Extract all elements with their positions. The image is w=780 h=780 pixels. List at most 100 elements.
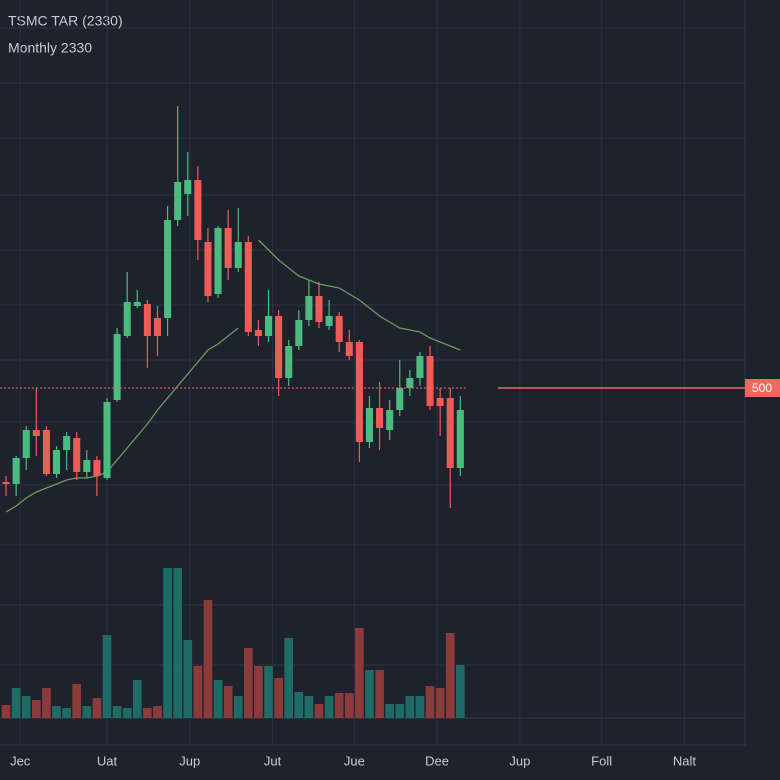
volume-bar xyxy=(395,704,405,718)
chart-subtitle: Monthly 2330 xyxy=(8,40,92,56)
candle-body xyxy=(194,180,202,240)
volume-bar xyxy=(365,670,374,718)
volume-bar xyxy=(294,692,304,718)
volume-bar xyxy=(244,648,253,718)
volume-bar xyxy=(62,708,71,718)
candle-body xyxy=(315,296,323,322)
candle-body xyxy=(63,436,71,450)
candle-body xyxy=(224,228,232,268)
candle-body xyxy=(386,410,394,430)
candle-body xyxy=(103,402,111,478)
x-tick-label: Jup xyxy=(179,753,200,768)
volume-bar xyxy=(153,706,162,718)
candle-body xyxy=(12,458,20,484)
volume-bar xyxy=(72,684,82,718)
candle-body xyxy=(446,398,454,468)
volume-bar xyxy=(324,696,334,718)
candle-body xyxy=(123,302,131,336)
volume-bar xyxy=(42,688,51,718)
volume-bar xyxy=(344,693,354,718)
x-tick-label: Jue xyxy=(344,753,365,768)
volume-bar xyxy=(425,686,435,718)
candle-body xyxy=(214,228,222,294)
volume-bar xyxy=(163,568,172,718)
x-tick-label: Jup xyxy=(509,753,530,768)
candle-body xyxy=(456,410,464,468)
volume-bar xyxy=(21,696,31,718)
candle-body xyxy=(164,220,172,318)
candle-body xyxy=(355,342,363,442)
candle-body xyxy=(174,182,182,220)
x-tick-label: Nalt xyxy=(673,753,697,768)
candle-body xyxy=(32,430,40,436)
candle-body xyxy=(42,430,50,474)
volume-bar xyxy=(334,693,344,718)
x-tick-label: Jec xyxy=(10,753,31,768)
volume-bar xyxy=(213,680,223,718)
volume-bar xyxy=(304,696,314,718)
horizontal-grid xyxy=(0,0,746,746)
x-tick-label: Jut xyxy=(264,753,282,768)
candle-body xyxy=(305,296,313,320)
volume-bar xyxy=(112,706,122,718)
volume-bar xyxy=(284,638,294,718)
volume-bar xyxy=(173,568,183,718)
volume-bar xyxy=(1,705,11,718)
volume-bar xyxy=(203,600,213,718)
candle-body xyxy=(133,302,141,306)
volume-bar xyxy=(143,708,152,718)
candle-body xyxy=(406,378,414,388)
candle-body xyxy=(113,334,121,400)
candle-body xyxy=(143,304,151,336)
candle-body xyxy=(234,242,242,268)
volume-bar xyxy=(183,640,193,718)
volume-bar xyxy=(122,708,132,718)
candle-body xyxy=(153,318,162,336)
chart-title: TSMC TAR (2330) xyxy=(8,13,123,29)
volume-bar xyxy=(193,666,203,718)
candle-body xyxy=(325,316,333,326)
volume-bar xyxy=(405,696,415,718)
candle-body xyxy=(396,388,404,410)
candle-body xyxy=(275,316,283,378)
volume-bar xyxy=(233,696,243,718)
candle-body xyxy=(335,316,343,342)
volume-bar xyxy=(274,678,283,718)
candle-body xyxy=(376,408,384,428)
volume-bar xyxy=(102,635,112,718)
price-label: 500 xyxy=(752,381,772,395)
volume-bar xyxy=(455,665,465,718)
candle-body xyxy=(345,342,353,356)
candle-body xyxy=(285,346,293,378)
volume-bar xyxy=(264,666,273,718)
volume-bar xyxy=(355,628,364,718)
candle-body xyxy=(436,398,444,406)
volume-bar xyxy=(445,633,455,718)
candle-body xyxy=(264,316,273,336)
x-tick-label: Uat xyxy=(97,753,118,768)
candle-body xyxy=(2,482,10,484)
volume-bar xyxy=(223,686,233,718)
volume-bar xyxy=(11,688,21,718)
volume-bar xyxy=(52,706,61,718)
candle-body xyxy=(244,242,252,332)
candle-body xyxy=(83,460,91,472)
x-tick-label: Dee xyxy=(425,753,449,768)
candle-body xyxy=(22,430,30,458)
volume-bar xyxy=(375,670,384,718)
volume-bar xyxy=(254,666,263,718)
volume-bar xyxy=(132,680,142,718)
volume-bar xyxy=(32,700,41,718)
candle-body xyxy=(184,180,192,194)
x-tick-label: Foll xyxy=(591,753,612,768)
candle-body xyxy=(204,242,212,296)
volume-bar xyxy=(82,706,92,718)
candle-body xyxy=(73,438,81,472)
volume-bar xyxy=(415,696,425,718)
candle-body xyxy=(254,330,262,336)
candle-body xyxy=(416,356,424,378)
moving-average xyxy=(5,239,461,513)
candle-body xyxy=(52,450,61,474)
price-label-box xyxy=(745,379,780,397)
